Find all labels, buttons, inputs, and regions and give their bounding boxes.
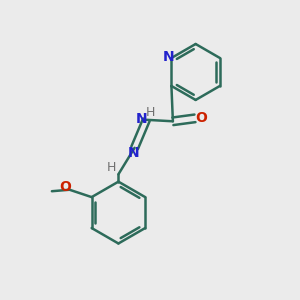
Text: N: N (135, 112, 147, 126)
Text: O: O (196, 111, 207, 125)
Text: O: O (59, 180, 71, 194)
Text: H: H (146, 106, 155, 119)
Text: N: N (128, 146, 140, 160)
Text: H: H (106, 161, 116, 174)
Text: N: N (163, 50, 174, 64)
